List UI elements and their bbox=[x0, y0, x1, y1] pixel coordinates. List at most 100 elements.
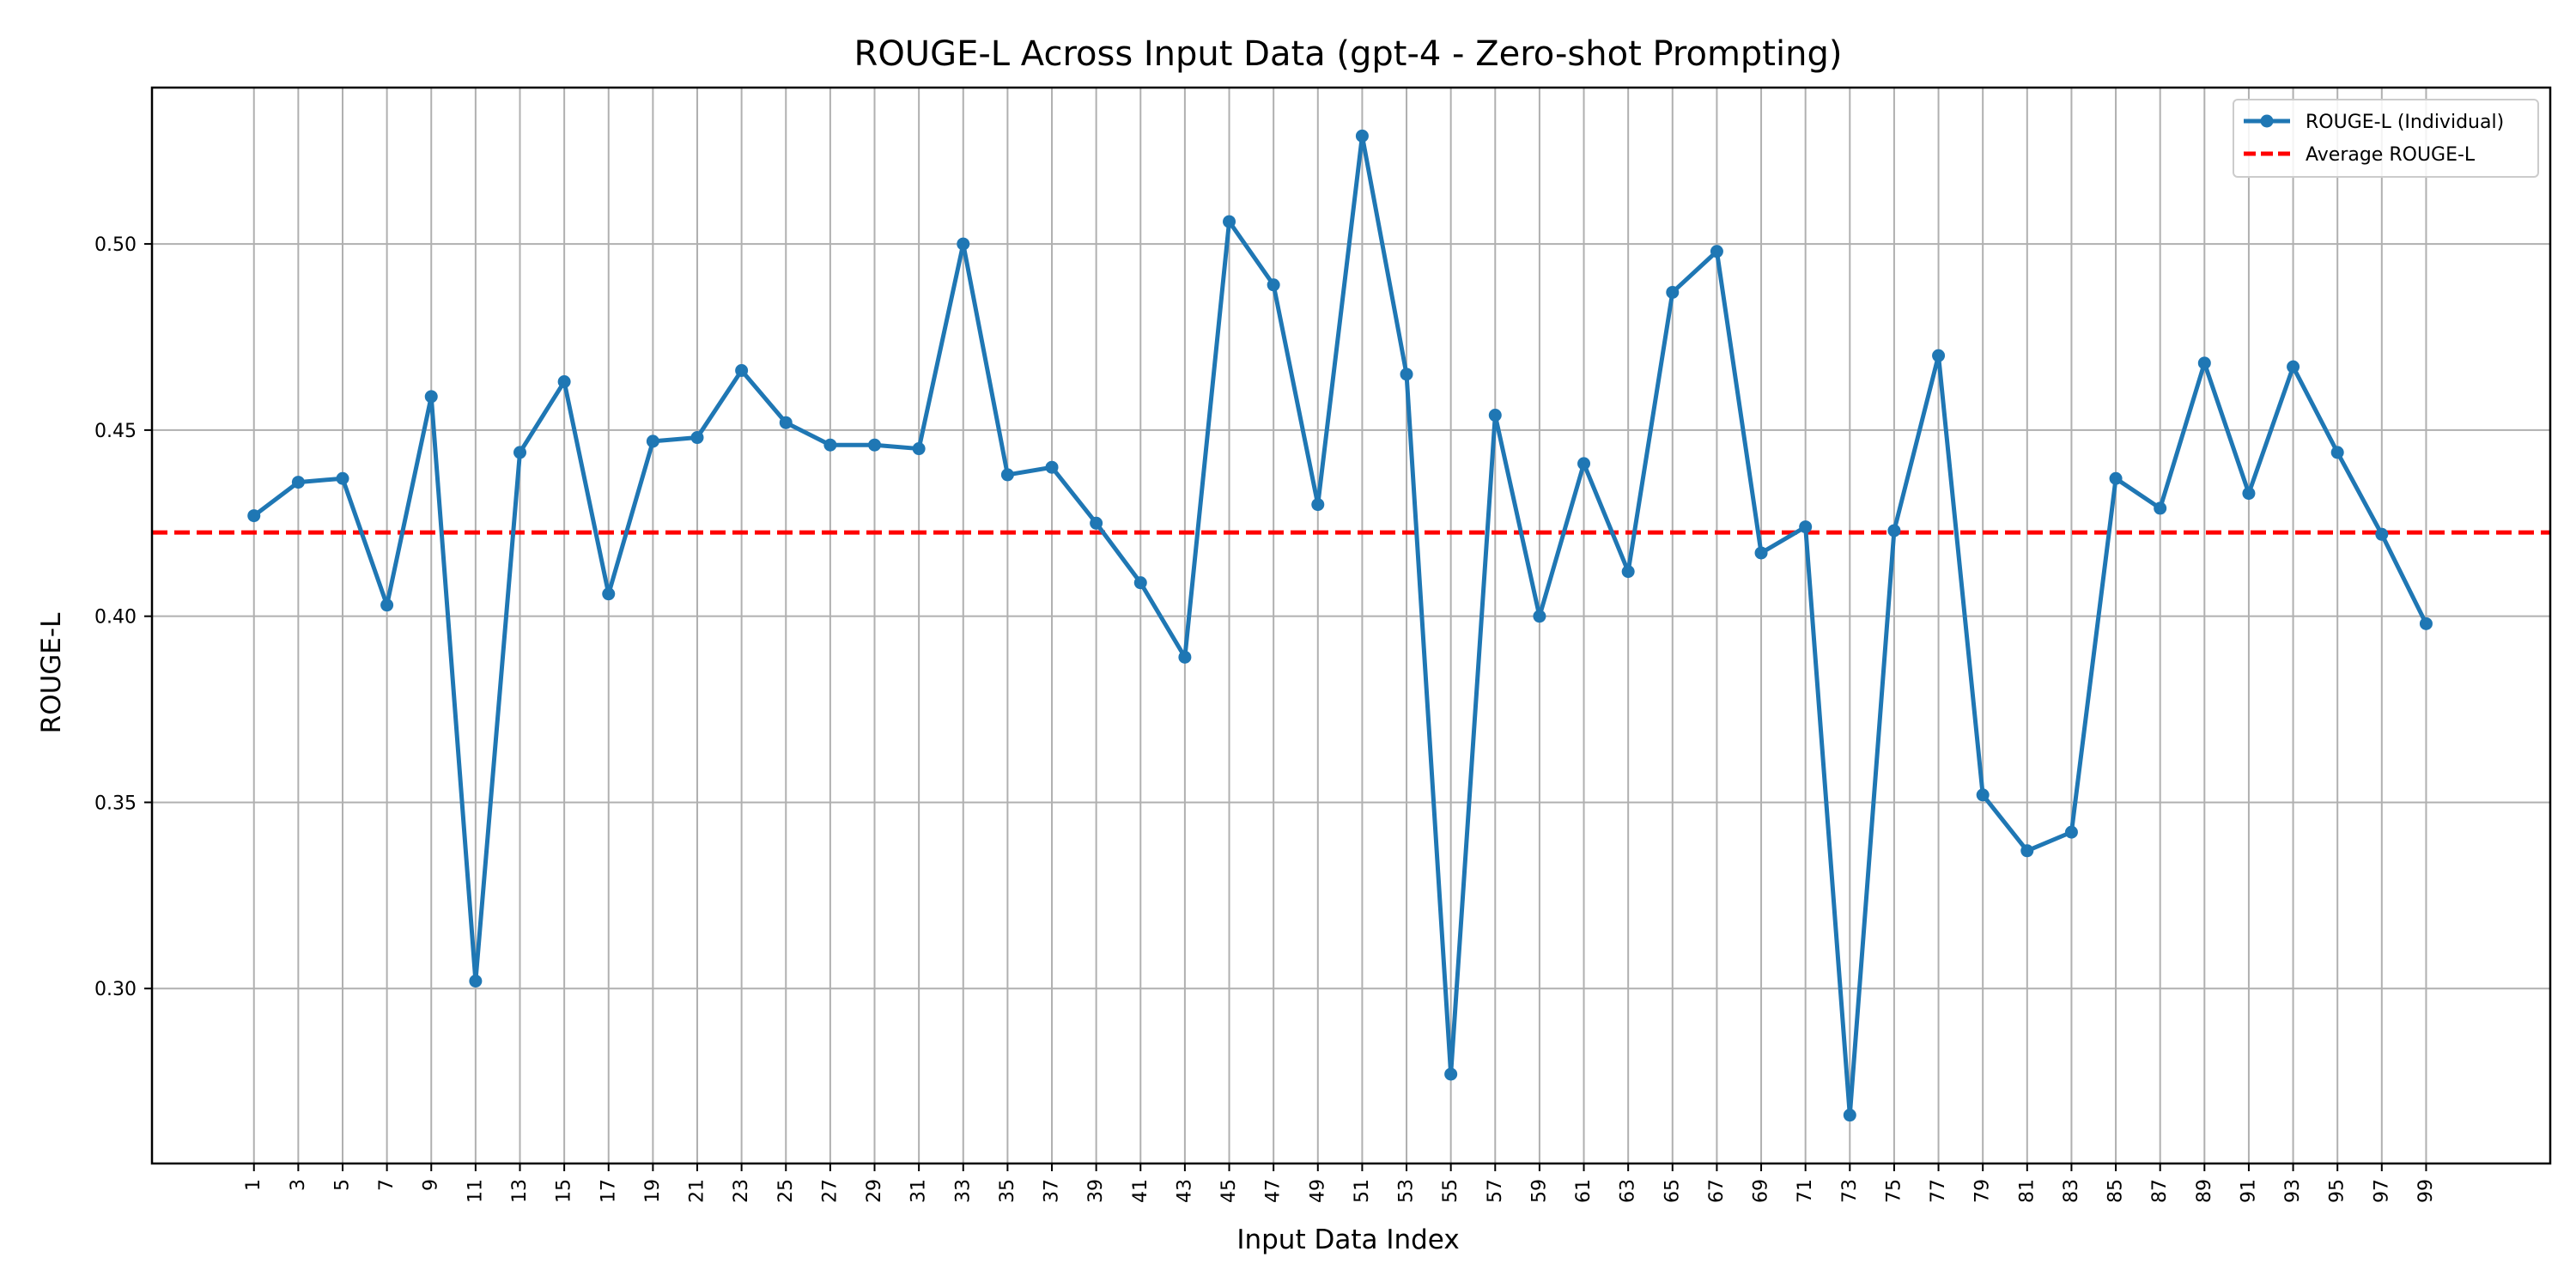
data-point bbox=[336, 471, 349, 485]
y-tick-label: 0.40 bbox=[94, 607, 137, 629]
y-tick-label: 0.30 bbox=[94, 979, 137, 1000]
data-point bbox=[2330, 446, 2344, 459]
data-point bbox=[1267, 278, 1280, 292]
y-tick-label: 0.35 bbox=[94, 793, 137, 814]
data-point bbox=[1400, 368, 1413, 381]
data-point bbox=[2064, 825, 2078, 839]
legend-label: ROUGE-L (Individual) bbox=[2306, 112, 2504, 133]
x-tick-label: 63 bbox=[1618, 1179, 1639, 1203]
x-tick-label: 83 bbox=[2061, 1179, 2082, 1203]
x-tick-label: 19 bbox=[642, 1179, 664, 1203]
series-line bbox=[252, 133, 2428, 1118]
data-point bbox=[1799, 520, 1813, 534]
x-tick-label: 93 bbox=[2282, 1179, 2304, 1203]
x-axis-ticks: 1 3 5 7 9 11 13 15 17 19 21 23 25 27 29 31 33 35 37 39 41 43 4… bbox=[243, 1163, 2437, 1203]
data-point bbox=[957, 237, 970, 251]
x-tick-label: 69 bbox=[1751, 1179, 1772, 1203]
data-point bbox=[1887, 524, 1901, 538]
data-point bbox=[1976, 788, 1990, 802]
data-point bbox=[1045, 460, 1059, 474]
x-tick-label: 89 bbox=[2194, 1179, 2215, 1203]
x-tick-label: 45 bbox=[1218, 1179, 1240, 1203]
x-tick-label: 33 bbox=[952, 1179, 974, 1203]
x-tick-label: 35 bbox=[997, 1179, 1018, 1203]
data-point bbox=[1666, 285, 1680, 299]
data-point bbox=[1754, 546, 1768, 560]
data-point bbox=[1488, 409, 1502, 422]
data-point bbox=[247, 509, 261, 523]
x-tick-label: 11 bbox=[465, 1179, 486, 1203]
legend-box bbox=[2233, 99, 2539, 178]
x-tick-label: 51 bbox=[1352, 1179, 1373, 1203]
x-tick-label: 81 bbox=[2016, 1179, 2038, 1203]
x-tick-label: 47 bbox=[1263, 1179, 1285, 1203]
data-point bbox=[602, 587, 616, 601]
x-tick-label: 99 bbox=[2415, 1179, 2437, 1203]
data-point bbox=[1533, 610, 1546, 623]
data-point bbox=[690, 431, 704, 445]
data-point bbox=[646, 434, 659, 448]
x-tick-label: 85 bbox=[2105, 1179, 2127, 1203]
x-tick-label: 55 bbox=[1440, 1179, 1461, 1203]
x-tick-label: 73 bbox=[1839, 1179, 1861, 1203]
data-point bbox=[1577, 457, 1591, 471]
data-point bbox=[2375, 527, 2389, 541]
x-tick-label: 71 bbox=[1795, 1179, 1816, 1203]
data-point bbox=[513, 446, 527, 459]
x-tick-label: 75 bbox=[1883, 1179, 1905, 1203]
data-point bbox=[557, 375, 571, 389]
x-tick-label: 7 bbox=[376, 1179, 398, 1191]
x-tick-label: 1 bbox=[243, 1179, 264, 1191]
x-tick-label: 49 bbox=[1307, 1179, 1328, 1203]
data-point bbox=[1090, 516, 1103, 530]
x-tick-label: 5 bbox=[331, 1179, 353, 1191]
x-tick-label: 23 bbox=[731, 1179, 752, 1203]
data-point bbox=[1355, 129, 1369, 143]
y-tick-label: 0.45 bbox=[94, 421, 137, 442]
x-tick-label: 3 bbox=[288, 1179, 309, 1191]
x-tick-label: 95 bbox=[2327, 1179, 2348, 1203]
x-tick-label: 97 bbox=[2371, 1179, 2392, 1203]
data-point bbox=[1178, 650, 1192, 664]
x-tick-label: 53 bbox=[1396, 1179, 1418, 1203]
x-tick-label: 91 bbox=[2238, 1179, 2259, 1203]
data-point bbox=[2109, 471, 2123, 485]
y-tick-label: 0.50 bbox=[94, 234, 137, 256]
data-point bbox=[424, 390, 438, 404]
x-tick-label: 21 bbox=[687, 1179, 708, 1203]
data-point bbox=[868, 438, 882, 452]
data-point bbox=[1710, 245, 1723, 258]
data-point bbox=[380, 598, 394, 612]
x-tick-label: 9 bbox=[421, 1179, 442, 1191]
x-tick-label: 77 bbox=[1928, 1179, 1949, 1203]
data-point bbox=[779, 416, 793, 429]
data-point bbox=[912, 442, 926, 456]
x-tick-label: 31 bbox=[908, 1179, 930, 1203]
data-point bbox=[823, 438, 837, 452]
data-point bbox=[1444, 1067, 1458, 1081]
data-point bbox=[1621, 565, 1635, 579]
x-tick-label: 65 bbox=[1662, 1179, 1683, 1203]
x-tick-label: 13 bbox=[509, 1179, 531, 1203]
chart-title: ROUGE-L Across Input Data (gpt-4 - Zero-… bbox=[854, 34, 1843, 74]
x-tick-label: 41 bbox=[1130, 1179, 1151, 1203]
data-point bbox=[2287, 360, 2300, 374]
x-tick-label: 59 bbox=[1528, 1179, 1550, 1203]
data-point bbox=[291, 476, 305, 489]
data-point bbox=[735, 364, 749, 378]
x-tick-label: 61 bbox=[1573, 1179, 1595, 1203]
grid-lines bbox=[152, 88, 2550, 1163]
x-tick-label: 39 bbox=[1085, 1179, 1107, 1203]
data-point bbox=[1000, 468, 1014, 482]
data-point bbox=[469, 975, 483, 988]
data-point bbox=[2242, 487, 2256, 501]
data-point bbox=[2020, 844, 2034, 858]
data-point bbox=[1932, 349, 1946, 362]
y-axis-ticks: 0.30 0.35 0.40 0.45 0.50 bbox=[94, 234, 152, 1000]
x-tick-label: 37 bbox=[1042, 1179, 1063, 1203]
data-point bbox=[1133, 576, 1147, 590]
x-tick-label: 79 bbox=[1972, 1179, 1994, 1203]
y-axis-label: ROUGE-L bbox=[36, 612, 67, 733]
